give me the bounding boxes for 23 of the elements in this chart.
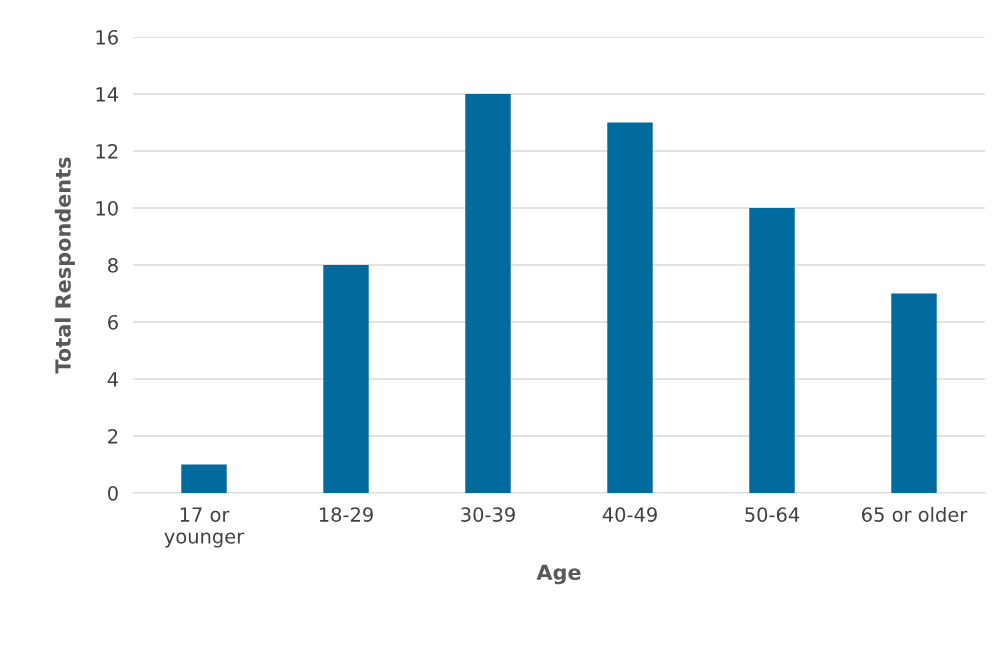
y-tick-label: 0 [108,485,118,501]
x-tick-label: 18-29 [319,507,373,522]
y-tick-label: 4 [107,372,119,387]
x-tick-label: 50-64 [745,507,800,522]
x-tick-label: 17 or younger [164,507,245,548]
bar [749,208,795,493]
y-tick-label: 6 [108,314,118,330]
bar [323,265,369,493]
y-tick-label: 8 [108,257,118,273]
bar [607,122,653,493]
x-axis-title: Age [536,564,581,585]
bar [181,464,227,493]
y-tick-label: 14 [96,87,119,102]
x-tick-label: 40-49 [602,507,657,522]
y-tick-label: 12 [96,143,118,159]
y-tick-label: 10 [96,200,118,216]
y-tick-label: 16 [96,29,118,45]
bar [465,94,511,493]
y-tick-label: 2 [108,428,118,444]
bar [891,293,937,493]
x-tick-label: 30-39 [461,507,515,522]
y-axis-title: Total Respondents [54,157,75,374]
x-tick-label: 65 or older [862,506,968,522]
